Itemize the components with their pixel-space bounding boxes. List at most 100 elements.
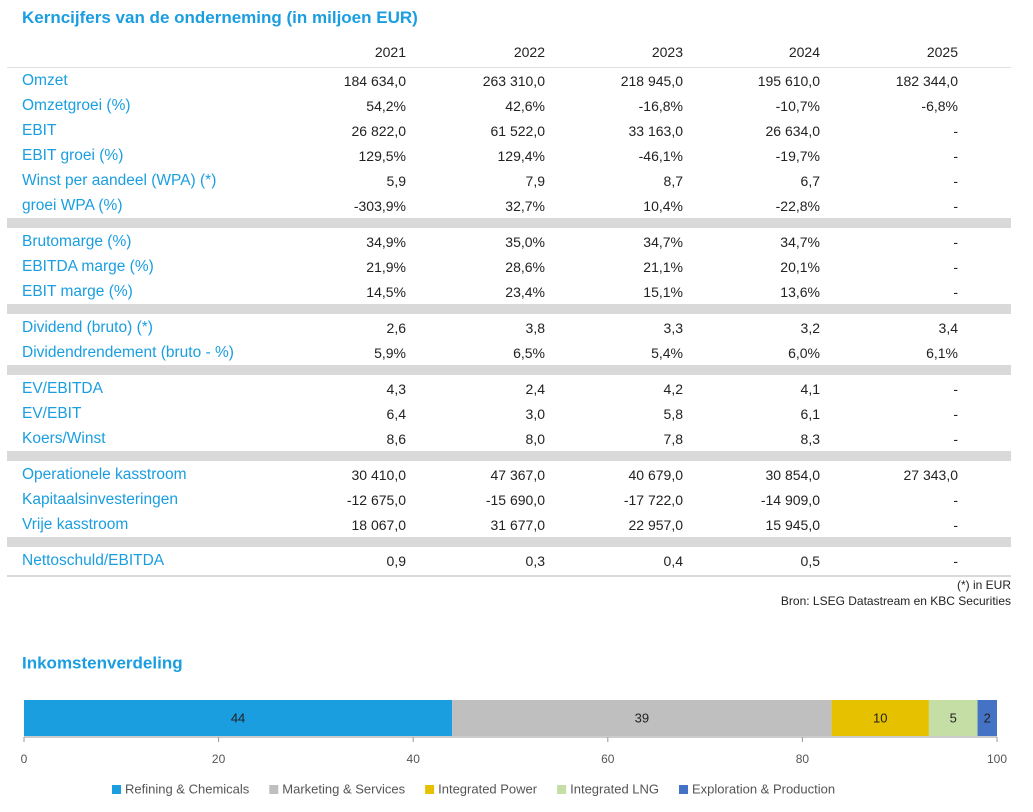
cell: 3,0 [525, 405, 545, 422]
cell: 61 522,0 [490, 122, 546, 139]
cell: 14,5% [366, 283, 406, 300]
cell: 35,0% [505, 233, 545, 250]
row-label: EBITDA marge (%) [22, 258, 154, 275]
row-label: Dividend (bruto) (*) [22, 319, 153, 336]
cell: 129,4% [497, 147, 545, 164]
row-label: EV/EBITDA [22, 380, 103, 397]
cell: -22,8% [775, 197, 820, 214]
cell: 6,5% [513, 344, 545, 361]
cell: 15 945,0 [765, 516, 821, 533]
row-label: EV/EBIT [22, 405, 82, 422]
bar-segment [452, 700, 832, 736]
cell: 30 410,0 [351, 466, 407, 483]
legend-label: Integrated LNG [570, 781, 659, 796]
cell: 129,5% [358, 147, 406, 164]
column-header: 2023 [651, 44, 683, 60]
cell: 21,1% [643, 258, 683, 275]
cell: -15 690,0 [485, 491, 545, 508]
cell: 33 163,0 [628, 122, 684, 139]
row-label: Koers/Winst [22, 430, 106, 447]
cell: 10,4% [643, 197, 683, 214]
cell: -12 675,0 [346, 491, 406, 508]
cell: -46,1% [638, 147, 683, 164]
cell: 40 679,0 [628, 466, 684, 483]
row-label: Winst per aandeel (WPA) (*) [22, 172, 217, 189]
cell: - [953, 552, 958, 569]
column-header: 2021 [374, 44, 406, 60]
rule [7, 67, 1011, 68]
cell: 3,2 [800, 319, 820, 336]
cell: 8,0 [525, 430, 545, 447]
cell: 34,9% [366, 233, 406, 250]
cell: - [953, 283, 958, 300]
cell: 42,6% [505, 97, 545, 114]
row-label: Omzetgroei (%) [22, 97, 131, 114]
column-header: 2022 [513, 44, 545, 60]
row-label: Omzet [22, 72, 68, 89]
cell: - [953, 405, 958, 422]
cell: -16,8% [638, 97, 683, 114]
data-label: 2 [984, 710, 991, 725]
row-label: Dividendrendement (bruto - %) [22, 344, 234, 361]
separator [7, 304, 1011, 314]
row-label: groei WPA (%) [22, 197, 123, 214]
rule [7, 575, 1011, 577]
bar-segment [977, 700, 997, 736]
cell: 5,9 [386, 172, 406, 189]
cell: 32,7% [505, 197, 545, 214]
separator [7, 451, 1011, 461]
cell: 8,6 [386, 430, 406, 447]
cell: - [953, 380, 958, 397]
cell: 5,4% [651, 344, 683, 361]
x-tick-label: 0 [21, 752, 28, 766]
row-label: Operationele kasstroom [22, 466, 187, 483]
cell: - [953, 516, 958, 533]
row-label: Brutomarge (%) [22, 233, 132, 250]
cell: 15,1% [643, 283, 683, 300]
legend-swatch [557, 785, 567, 794]
legend-label: Integrated Power [438, 781, 538, 796]
cell: 34,7% [643, 233, 683, 250]
cell: 30 854,0 [765, 466, 821, 483]
cell: 5,8 [663, 405, 683, 422]
bar-segment [831, 700, 929, 736]
cell: 4,3 [386, 380, 406, 397]
cell: 6,4 [386, 405, 406, 422]
x-tick-label: 80 [796, 752, 810, 766]
cell: 54,2% [366, 97, 406, 114]
cell: 31 677,0 [490, 516, 546, 533]
data-label: 39 [635, 710, 649, 725]
cell: 23,4% [505, 283, 545, 300]
cell: 6,1% [926, 344, 958, 361]
cell: 7,8 [663, 430, 683, 447]
separator [7, 365, 1011, 375]
cell: 0,5 [800, 552, 820, 569]
footnote: (*) in EUR [956, 578, 1011, 592]
cell: 3,8 [525, 319, 545, 336]
cell: -14 909,0 [760, 491, 820, 508]
table-title: Kerncijfers van de onderneming (in miljo… [22, 8, 418, 27]
column-header: 2025 [926, 44, 958, 60]
cell: 22 957,0 [628, 516, 684, 533]
cell: 21,9% [366, 258, 406, 275]
cell: 27 343,0 [903, 466, 959, 483]
cell: 47 367,0 [490, 466, 546, 483]
cell: 3,4 [938, 319, 958, 336]
cell: 26 822,0 [351, 122, 407, 139]
cell: 0,9 [386, 552, 406, 569]
cell: 7,9 [525, 172, 545, 189]
x-tick-label: 20 [212, 752, 226, 766]
cell: 4,1 [800, 380, 820, 397]
cell: 184 634,0 [343, 72, 406, 89]
cell: 18 067,0 [351, 516, 407, 533]
bar-segment [928, 700, 978, 736]
cell: - [953, 172, 958, 189]
row-label: EBIT marge (%) [22, 283, 133, 300]
cell: -6,8% [921, 97, 958, 114]
cell: 8,7 [663, 172, 683, 189]
column-header: 2024 [788, 44, 820, 60]
cell: - [953, 233, 958, 250]
cell: 20,1% [780, 258, 820, 275]
cell: 218 945,0 [620, 72, 683, 89]
cell: -303,9% [353, 197, 406, 214]
